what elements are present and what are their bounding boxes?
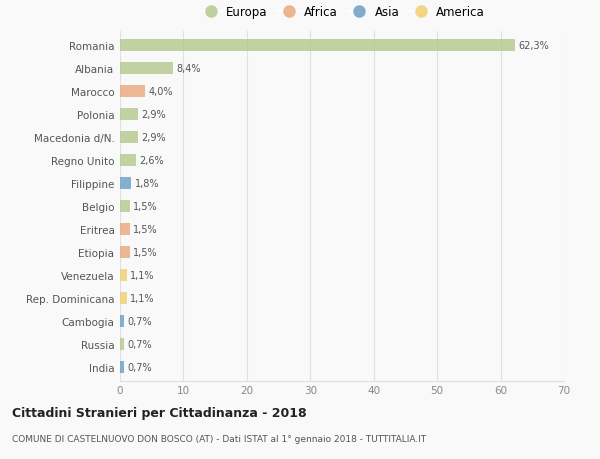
Legend: Europa, Africa, Asia, America: Europa, Africa, Asia, America [199,6,485,19]
Text: 1,1%: 1,1% [130,293,155,303]
Bar [120,315,124,328]
Text: 4,0%: 4,0% [149,87,173,97]
Text: 1,1%: 1,1% [130,270,155,280]
Bar [120,131,139,144]
Text: 0,7%: 0,7% [128,316,152,326]
Bar [120,154,136,167]
Bar [120,39,515,52]
Text: 0,7%: 0,7% [128,339,152,349]
Bar [120,361,124,374]
Bar [120,269,127,282]
Text: 1,5%: 1,5% [133,224,157,235]
Bar [120,200,130,213]
Bar [120,177,131,190]
Text: Cittadini Stranieri per Cittadinanza - 2018: Cittadini Stranieri per Cittadinanza - 2… [12,406,307,419]
Bar [120,85,145,98]
Bar [120,62,173,75]
Text: 2,9%: 2,9% [142,110,166,120]
Text: 0,7%: 0,7% [128,362,152,372]
Bar [120,223,130,236]
Bar [120,246,130,259]
Bar [120,292,127,305]
Text: 8,4%: 8,4% [176,64,201,74]
Text: 2,6%: 2,6% [140,156,164,166]
Text: 1,8%: 1,8% [134,179,159,189]
Text: 62,3%: 62,3% [518,41,549,51]
Text: 1,5%: 1,5% [133,202,157,212]
Bar [120,108,139,121]
Text: 2,9%: 2,9% [142,133,166,143]
Bar [120,338,124,351]
Text: COMUNE DI CASTELNUOVO DON BOSCO (AT) - Dati ISTAT al 1° gennaio 2018 - TUTTITALI: COMUNE DI CASTELNUOVO DON BOSCO (AT) - D… [12,434,426,443]
Text: 1,5%: 1,5% [133,247,157,257]
